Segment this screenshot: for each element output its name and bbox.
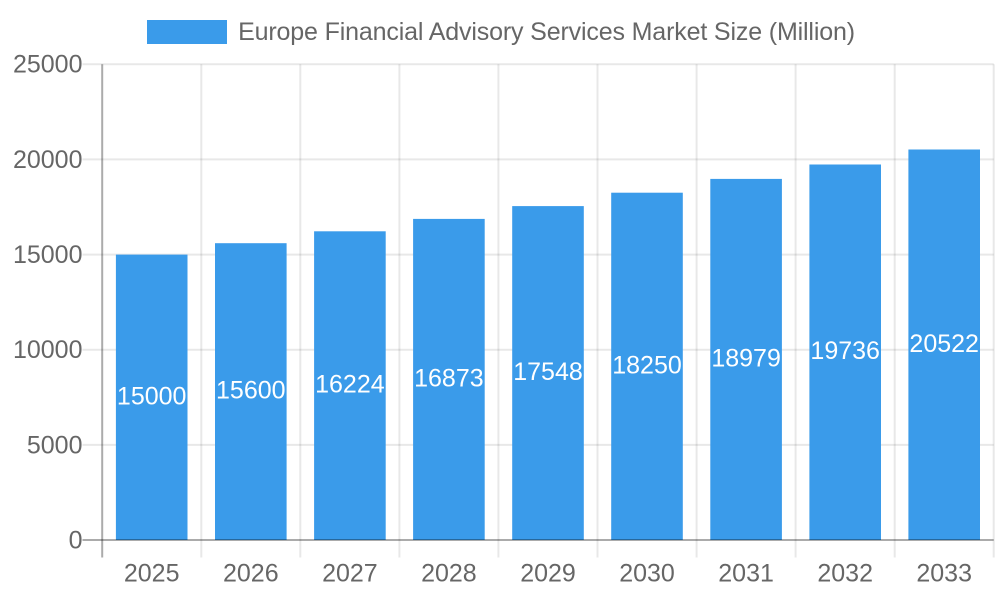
svg-text:20000: 20000 — [13, 146, 83, 174]
svg-text:2030: 2030 — [619, 560, 675, 588]
svg-text:15000: 15000 — [13, 241, 83, 269]
svg-text:2033: 2033 — [916, 560, 972, 588]
svg-text:15000: 15000 — [117, 382, 187, 410]
svg-text:5000: 5000 — [27, 431, 83, 459]
svg-text:15600: 15600 — [216, 377, 286, 405]
svg-text:17548: 17548 — [513, 358, 583, 386]
svg-text:2028: 2028 — [421, 560, 477, 588]
svg-text:20522: 20522 — [909, 330, 979, 358]
svg-text:16873: 16873 — [414, 365, 484, 393]
svg-text:2025: 2025 — [124, 560, 180, 588]
svg-text:10000: 10000 — [13, 336, 83, 364]
svg-text:2026: 2026 — [223, 560, 279, 588]
svg-text:18979: 18979 — [711, 344, 781, 372]
svg-text:2027: 2027 — [322, 560, 378, 588]
svg-text:25000: 25000 — [13, 51, 83, 79]
svg-text:16224: 16224 — [315, 371, 385, 399]
svg-text:19736: 19736 — [810, 337, 880, 365]
svg-text:2031: 2031 — [718, 560, 774, 588]
svg-text:0: 0 — [69, 526, 83, 554]
svg-text:2029: 2029 — [520, 560, 576, 588]
svg-text:18250: 18250 — [612, 351, 682, 379]
svg-text:2032: 2032 — [817, 560, 873, 588]
svg-text:Europe Financial Advisory Serv: Europe Financial Advisory Services Marke… — [238, 18, 855, 46]
